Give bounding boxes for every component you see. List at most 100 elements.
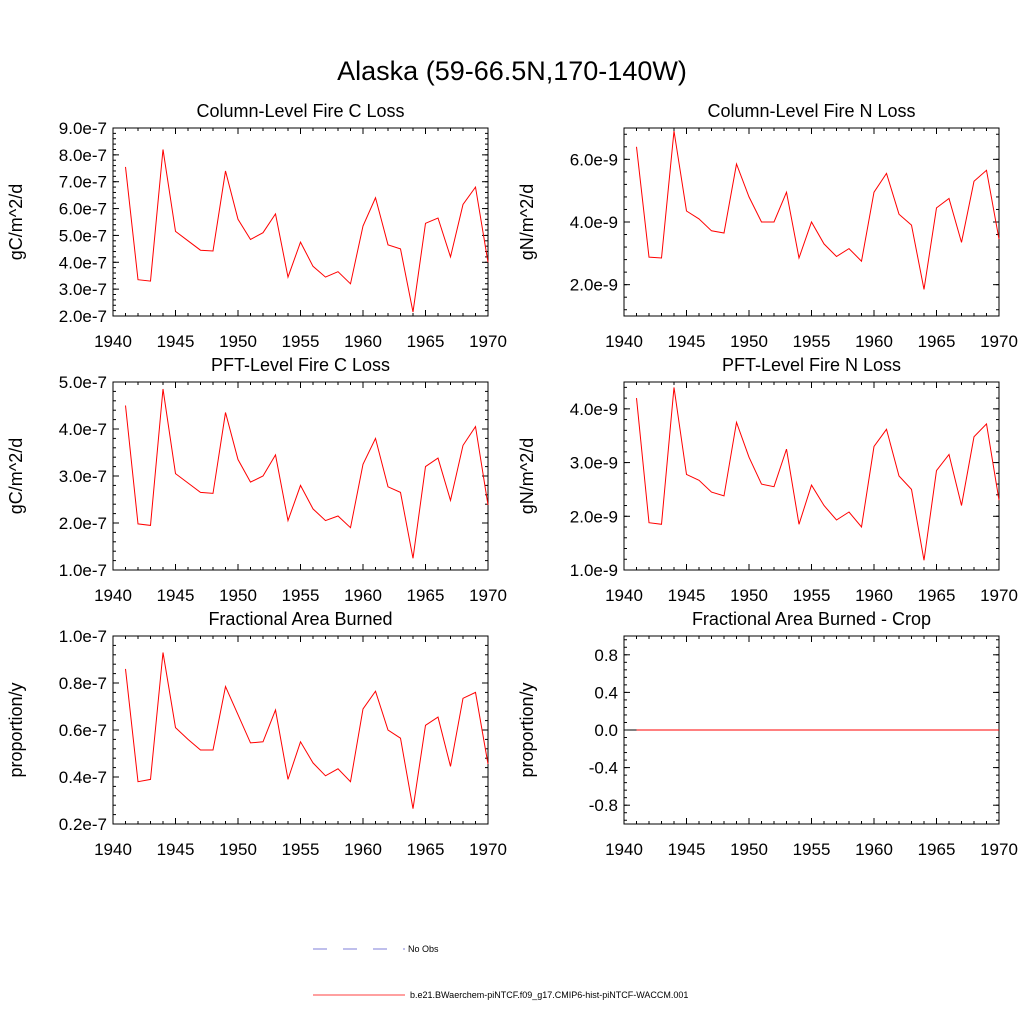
x-tick-label: 1965: [407, 586, 445, 605]
x-tick-label: 1960: [344, 840, 382, 859]
x-tick-label: 1970: [469, 586, 507, 605]
x-tick-label: 1955: [793, 840, 831, 859]
y-tick-label: 3.0e-7: [59, 467, 107, 486]
x-tick-label: 1945: [668, 586, 706, 605]
y-axis-label: gC/m^2/d: [6, 184, 26, 260]
x-tick-label: 1965: [918, 586, 956, 605]
x-tick-label: 1945: [157, 840, 195, 859]
x-tick-label: 1950: [730, 332, 768, 351]
x-tick-label: 1940: [605, 840, 643, 859]
legend: No Obs b.e21.BWaerchem-piNTCF.f09_g17.CM…: [313, 944, 688, 1000]
y-tick-label: 9.0e-7: [59, 119, 107, 138]
panel-title: PFT-Level Fire N Loss: [722, 355, 901, 375]
y-axis-label: gN/m^2/d: [517, 184, 537, 260]
series-line: [125, 652, 489, 809]
legend-obs-label: No Obs: [408, 944, 439, 954]
x-tick-label: 1950: [219, 840, 257, 859]
x-tick-label: 1965: [407, 840, 445, 859]
x-tick-label: 1960: [855, 332, 893, 351]
y-tick-label: 5.0e-7: [59, 226, 107, 245]
y-tick-label: 4.0e-9: [570, 400, 618, 419]
y-tick-label: 4.0e-7: [59, 420, 107, 439]
x-tick-label: 1955: [793, 332, 831, 351]
x-tick-label: 1940: [94, 586, 132, 605]
plot-frame: [112, 635, 489, 825]
x-tick-label: 1940: [605, 586, 643, 605]
x-tick-label: 1970: [980, 586, 1018, 605]
y-tick-label: -0.8: [589, 796, 618, 815]
series-line: [636, 131, 1000, 290]
y-tick-label: 0.8e-7: [59, 674, 107, 693]
x-tick-label: 1950: [730, 840, 768, 859]
x-tick-label: 1970: [469, 840, 507, 859]
x-tick-label: 1945: [157, 332, 195, 351]
figure-title: Alaska (59-66.5N,170-140W): [337, 56, 687, 86]
panel-title: Fractional Area Burned: [208, 609, 392, 629]
y-tick-label: 2.0e-9: [570, 276, 618, 295]
y-tick-label: 4.0e-9: [570, 213, 618, 232]
y-tick-label: -0.4: [589, 759, 618, 778]
plot-frame: [623, 381, 1000, 571]
panel-3: PFT-Level Fire C Loss gC/m^2/d 1940 1945 195…: [6, 355, 507, 605]
x-tick-label: 1945: [157, 586, 195, 605]
legend-model-label: b.e21.BWaerchem-piNTCF.f09_g17.CMIP6-his…: [410, 990, 688, 1000]
x-tick-label: 1955: [793, 586, 831, 605]
y-tick-label: 0.6e-7: [59, 721, 107, 740]
y-tick-label: 3.0e-9: [570, 454, 618, 473]
panel-title: Column-Level Fire N Loss: [707, 101, 915, 121]
y-tick-label: 6.0e-7: [59, 200, 107, 219]
panel-6: Fractional Area Burned - Crop proportion/…: [517, 609, 1018, 859]
x-tick-label: 1950: [219, 332, 257, 351]
series-line: [125, 388, 489, 559]
y-tick-label: 1.0e-7: [59, 627, 107, 646]
x-tick-label: 1955: [282, 332, 320, 351]
x-tick-label: 1970: [980, 332, 1018, 351]
x-tick-label: 1940: [94, 332, 132, 351]
x-tick-label: 1940: [605, 332, 643, 351]
panel-title: Fractional Area Burned - Crop: [692, 609, 931, 629]
y-tick-label: 0.4e-7: [59, 768, 107, 787]
x-tick-label: 1945: [668, 840, 706, 859]
x-tick-label: 1955: [282, 586, 320, 605]
x-tick-label: 1970: [469, 332, 507, 351]
panel-5: Fractional Area Burned proportion/y 1940 19…: [6, 609, 507, 859]
x-tick-label: 1950: [219, 586, 257, 605]
x-tick-label: 1945: [668, 332, 706, 351]
y-tick-label: 0.4: [594, 683, 618, 702]
y-tick-label: 3.0e-7: [59, 280, 107, 299]
y-tick-label: 2.0e-9: [570, 507, 618, 526]
series-line: [125, 149, 489, 313]
x-tick-label: 1955: [282, 840, 320, 859]
x-tick-label: 1960: [344, 586, 382, 605]
series-line: [636, 387, 1000, 561]
x-tick-label: 1960: [344, 332, 382, 351]
y-tick-label: 7.0e-7: [59, 173, 107, 192]
x-tick-label: 1960: [855, 586, 893, 605]
x-tick-label: 1950: [730, 586, 768, 605]
plot-frame: [112, 381, 489, 571]
y-tick-label: 2.0e-7: [59, 514, 107, 533]
panels: Column-Level Fire C Loss gC/m^2/d 1940 1945…: [6, 101, 1018, 859]
y-tick-label: 8.0e-7: [59, 146, 107, 165]
x-tick-label: 1965: [918, 840, 956, 859]
y-axis-label: proportion/y: [517, 682, 537, 777]
y-tick-label: 0.0: [594, 721, 618, 740]
x-tick-label: 1940: [94, 840, 132, 859]
y-tick-label: 2.0e-7: [59, 307, 107, 326]
y-axis-label: gC/m^2/d: [6, 438, 26, 514]
panel-title: Column-Level Fire C Loss: [196, 101, 404, 121]
x-tick-label: 1965: [407, 332, 445, 351]
y-tick-label: 4.0e-7: [59, 253, 107, 272]
panel-title: PFT-Level Fire C Loss: [211, 355, 390, 375]
y-tick-label: 1.0e-7: [59, 561, 107, 580]
x-tick-label: 1965: [918, 332, 956, 351]
y-tick-label: 5.0e-7: [59, 373, 107, 392]
y-tick-label: 0.2e-7: [59, 815, 107, 834]
y-tick-label: 6.0e-9: [570, 150, 618, 169]
y-axis-label: gN/m^2/d: [517, 438, 537, 514]
y-tick-label: 0.8: [594, 646, 618, 665]
panel-1: Column-Level Fire C Loss gC/m^2/d 1940 1945…: [6, 101, 507, 351]
panel-4: PFT-Level Fire N Loss gN/m^2/d 1940 1945 195…: [517, 355, 1018, 605]
x-tick-label: 1970: [980, 840, 1018, 859]
